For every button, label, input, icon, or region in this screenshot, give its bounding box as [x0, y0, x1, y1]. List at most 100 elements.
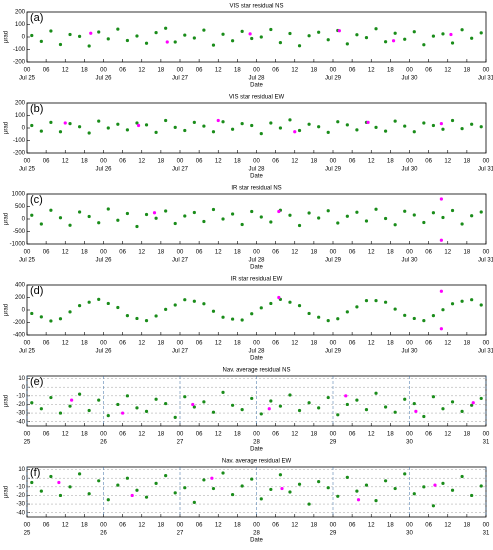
- x-tick-label: 00: [177, 341, 184, 347]
- point: [58, 42, 63, 47]
- point: [183, 214, 187, 218]
- point: [39, 489, 43, 493]
- x-tick-label: 00: [24, 432, 31, 438]
- point: [49, 29, 53, 33]
- point: [77, 304, 82, 308]
- point: [211, 43, 216, 47]
- y-tick-label: 0: [22, 385, 26, 391]
- point: [164, 307, 168, 311]
- point: [230, 403, 235, 407]
- x-tick-label: 06: [425, 341, 432, 347]
- point: [412, 30, 416, 34]
- x-tick-label: 06: [349, 432, 356, 438]
- point: [383, 129, 388, 133]
- point: [136, 123, 141, 128]
- point: [97, 30, 101, 34]
- point: [97, 398, 101, 402]
- point: [431, 314, 436, 318]
- point: [240, 408, 244, 412]
- y-tick-label: -10: [16, 393, 25, 399]
- day-label: 25: [24, 531, 31, 537]
- x-tick-label: 06: [272, 341, 279, 347]
- point: [403, 124, 407, 128]
- point: [106, 37, 110, 41]
- point: [68, 310, 72, 314]
- point: [211, 410, 216, 414]
- point: [144, 495, 149, 499]
- x-tick-label: 00: [24, 523, 31, 529]
- point: [336, 120, 340, 124]
- x-tick-label: 00: [100, 68, 107, 74]
- point: [269, 301, 273, 306]
- y-tick-label: -1000: [10, 242, 26, 248]
- x-tick-label: 12: [444, 432, 451, 438]
- point: [422, 485, 426, 489]
- day-label: Jul 30: [401, 76, 418, 82]
- x-tick-label: 18: [387, 250, 394, 256]
- point: [431, 504, 436, 508]
- point: [135, 121, 139, 125]
- y-tick-label: -100: [13, 138, 26, 144]
- y-tick-label: 0: [22, 308, 26, 314]
- x-tick-label: 18: [387, 523, 394, 529]
- day-label: Jul 26: [95, 167, 112, 173]
- point: [278, 126, 283, 130]
- x-tick-label: 06: [272, 523, 279, 529]
- point: [70, 398, 74, 402]
- y-tick-label: 0: [22, 35, 26, 41]
- x-tick-label: 06: [349, 159, 356, 165]
- point: [259, 306, 263, 310]
- y-tick-label: 100: [15, 113, 26, 119]
- point: [326, 395, 330, 400]
- point: [326, 486, 330, 490]
- point: [450, 41, 455, 45]
- point: [383, 216, 388, 221]
- x-tick-label: 06: [425, 159, 432, 165]
- point: [183, 395, 187, 399]
- point: [441, 215, 445, 220]
- point: [192, 210, 196, 215]
- point: [250, 123, 254, 128]
- x-tick-label: 18: [234, 432, 241, 438]
- x-tick-label: 18: [234, 159, 241, 165]
- point: [433, 483, 437, 487]
- x-tick-label: 06: [272, 159, 279, 165]
- day-label: 31: [483, 440, 490, 446]
- point: [412, 401, 416, 406]
- panel-title: IR star residual NS: [231, 186, 281, 192]
- point: [68, 404, 72, 408]
- day-label: Jul 28: [248, 349, 265, 355]
- point: [250, 312, 254, 316]
- y-axis-label: μrad: [4, 304, 10, 316]
- point: [135, 316, 139, 321]
- point: [97, 297, 101, 301]
- point: [106, 414, 110, 418]
- point: [460, 28, 464, 32]
- point: [240, 29, 244, 33]
- point: [173, 40, 177, 44]
- point: [479, 303, 483, 307]
- point: [364, 408, 369, 412]
- point: [30, 311, 34, 316]
- point: [58, 216, 63, 220]
- point: [49, 474, 53, 479]
- point: [77, 392, 82, 396]
- point: [77, 472, 82, 476]
- point: [116, 122, 120, 126]
- x-tick-label: 06: [196, 523, 203, 529]
- y-tick-label: 1000: [12, 192, 26, 198]
- point: [403, 472, 407, 476]
- point: [431, 211, 436, 215]
- point: [164, 209, 168, 213]
- point: [393, 410, 397, 414]
- point: [49, 319, 53, 323]
- point: [479, 31, 483, 35]
- point: [412, 316, 416, 321]
- day-label: 29: [330, 531, 337, 537]
- point: [403, 37, 407, 41]
- day-label: Jul 31: [478, 167, 493, 173]
- point: [259, 497, 263, 501]
- point: [441, 481, 445, 485]
- point: [317, 480, 321, 484]
